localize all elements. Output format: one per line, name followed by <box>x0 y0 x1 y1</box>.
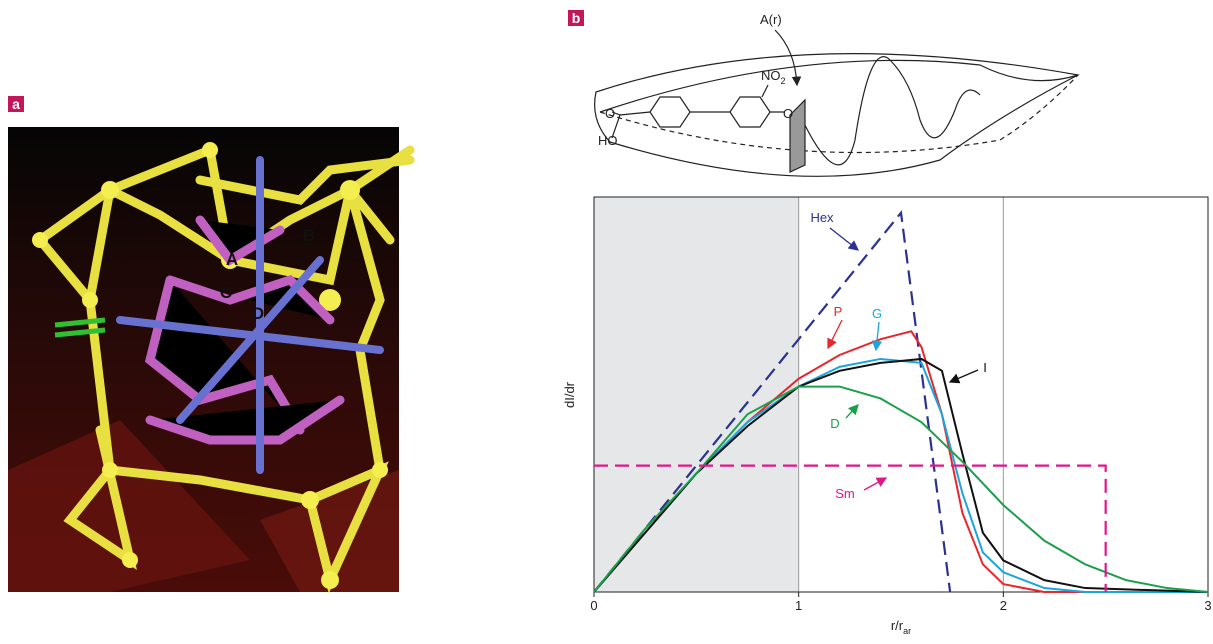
plot-frame <box>593 196 1209 593</box>
x-tick-label: 2 <box>1000 598 1007 613</box>
x-tick-label: 0 <box>590 598 597 613</box>
carbonyl-oxygen: O <box>605 106 615 121</box>
series-label: Sm <box>835 486 855 501</box>
x-label-main: r/r <box>891 618 904 633</box>
x-axis-label: r/rar <box>891 618 911 636</box>
site-label: C <box>220 283 232 302</box>
hydroxyl-label: HO <box>598 133 618 148</box>
section-label: A(r) <box>760 12 782 27</box>
nitro-label: NO2 <box>761 68 786 86</box>
crystal-render: A B C D <box>8 127 415 594</box>
x-tick-label: 3 <box>1204 598 1211 613</box>
site-label: A <box>226 250 238 269</box>
label-arrow <box>871 321 883 352</box>
series-label: D <box>830 416 839 431</box>
label-arrow <box>845 404 859 419</box>
site-label: B <box>303 226 315 245</box>
label-arrow <box>948 369 979 384</box>
shaded-region <box>594 197 799 592</box>
x-tick-label: 1 <box>795 598 802 613</box>
label-arrow <box>827 319 843 350</box>
site-label: D <box>252 304 264 323</box>
panel-label-box <box>8 96 24 112</box>
plot: 0 1 2 3 r/rar dI/dr Hex P G I D Sm <box>562 196 1212 636</box>
molecule-sketch <box>594 29 1080 177</box>
series-label: I <box>983 360 987 375</box>
series-label: G <box>872 306 882 321</box>
series-label: Hex <box>810 210 834 225</box>
y-axis-label: dI/dr <box>562 381 577 408</box>
series-line <box>594 464 1107 592</box>
label-arrow <box>829 227 860 251</box>
panel-label: b <box>572 10 581 26</box>
nitro-main: NO <box>761 68 781 83</box>
x-label-sub: ar <box>903 626 911 636</box>
series-label: P <box>834 304 843 319</box>
ether-oxygen: O <box>783 106 793 121</box>
nitro-sub: 2 <box>781 76 786 86</box>
panel-label: a <box>12 96 20 112</box>
label-arrow <box>863 477 888 491</box>
panel-label-box <box>568 10 584 26</box>
series-line <box>593 357 1209 593</box>
